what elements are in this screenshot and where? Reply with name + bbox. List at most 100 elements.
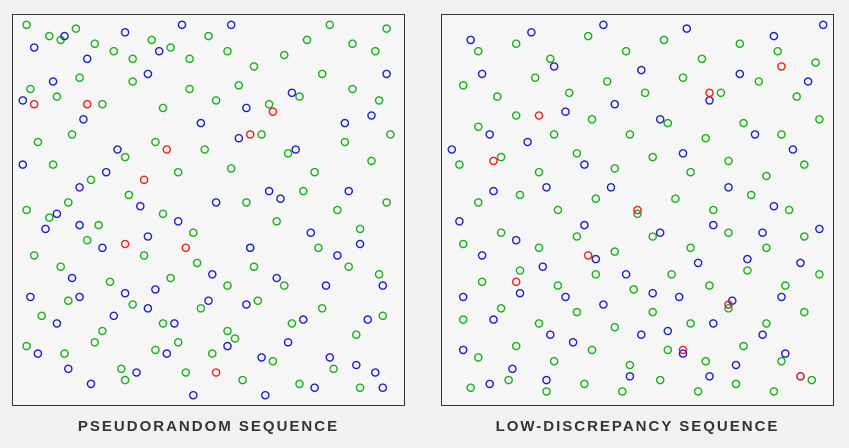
low-discrepancy-point — [636, 330, 646, 340]
pseudorandom-point — [234, 133, 244, 143]
pseudorandom-point — [128, 54, 137, 64]
low-discrepancy-point — [489, 186, 498, 196]
low-discrepancy-point — [602, 77, 612, 86]
pseudorandom-point — [226, 164, 236, 173]
low-discrepancy-point — [477, 277, 487, 287]
low-discrepancy-point — [693, 258, 703, 268]
pseudorandom-point — [378, 311, 388, 321]
pseudorandom-point — [351, 360, 361, 370]
low-discrepancy-point — [724, 156, 733, 166]
low-discrepancy-point — [466, 35, 476, 45]
low-discrepancy-point — [629, 285, 638, 294]
pseudorandom-point — [374, 269, 384, 279]
low-discrepancy-point — [799, 232, 809, 241]
low-discrepancy-point — [701, 133, 711, 143]
low-discrepancy-point — [527, 27, 536, 37]
pseudorandom-point — [260, 390, 270, 400]
low-discrepancy-point — [572, 148, 582, 158]
low-discrepancy-point — [769, 201, 779, 211]
low-discrepancy-point — [493, 92, 502, 101]
pseudorandom-point — [378, 383, 388, 393]
pseudorandom-point — [151, 137, 160, 147]
pseudorandom-point — [173, 216, 183, 226]
low-discrepancy-point — [780, 281, 790, 290]
low-discrepancy-point — [708, 205, 718, 215]
pseudorandom-point — [238, 375, 247, 385]
pseudorandom-point — [310, 167, 319, 177]
low-discrepancy-point — [758, 330, 767, 340]
pseudorandom-point — [29, 99, 39, 109]
low-discrepancy-point — [546, 330, 555, 340]
low-discrepancy-point — [724, 182, 733, 192]
pseudorandom-point — [314, 243, 323, 253]
pseudorandom-point — [234, 81, 244, 90]
pseudorandom-point — [48, 160, 58, 169]
low-discrepancy-point — [762, 171, 771, 181]
pseudorandom-point — [329, 364, 338, 374]
pseudorandom-point — [143, 69, 153, 79]
pseudorandom-point — [344, 262, 354, 271]
low-discrepancy-point — [731, 379, 741, 389]
pseudorandom-point — [128, 300, 137, 309]
low-discrepancy-point — [610, 99, 620, 109]
low-discrepancy-point — [599, 300, 608, 309]
low-discrepancy-point — [458, 239, 468, 249]
pseudorandom-point — [386, 130, 395, 139]
pseudorandom-point — [132, 368, 141, 377]
low-discrepancy-point — [474, 46, 483, 56]
pseudorandom-point — [22, 341, 31, 351]
low-discrepancy-point — [553, 205, 563, 215]
pseudorandom-point — [18, 160, 28, 169]
low-discrepancy-point — [739, 118, 748, 128]
low-discrepancy-point — [477, 69, 487, 79]
pseudorandom-point — [82, 235, 92, 245]
low-discrepancy-point — [561, 107, 570, 116]
pseudorandom-point — [226, 20, 236, 30]
low-discrepancy-point — [617, 387, 627, 396]
pseudorandom-point — [242, 300, 251, 309]
low-discrepancy-point — [534, 243, 544, 253]
low-discrepancy-point — [693, 387, 703, 396]
pseudorandom-point — [90, 337, 100, 347]
low-discrepancy-point — [580, 160, 589, 169]
low-discrepancy-point — [663, 326, 673, 336]
low-discrepancy-point — [705, 88, 714, 98]
low-discrepancy-point — [701, 356, 711, 366]
low-discrepancy-point — [466, 383, 476, 393]
low-discrepancy-scatter — [447, 20, 828, 396]
low-discrepancy-point — [477, 251, 487, 260]
pseudorandom-point — [173, 337, 183, 347]
pseudorandom-point — [306, 228, 316, 237]
pseudorandom-point — [181, 368, 191, 377]
pseudorandom-point — [139, 175, 149, 185]
pseudorandom-point — [105, 277, 115, 287]
pseudorandom-point — [86, 175, 96, 185]
pseudorandom-point — [253, 296, 263, 306]
pseudorandom-point — [374, 96, 384, 105]
pseudorandom-point — [120, 288, 130, 298]
pseudorandom-point — [291, 145, 301, 154]
low-discrepancy-point — [489, 156, 498, 166]
low-discrepancy-point — [655, 375, 665, 385]
pseudorandom-point — [310, 383, 319, 393]
pseudorandom-point — [204, 31, 213, 41]
low-discrepancy-point — [803, 77, 813, 86]
pseudorandom-point — [143, 232, 153, 241]
pseudorandom-point — [378, 281, 388, 290]
pseudorandom-point — [52, 92, 62, 101]
low-discrepancy-point — [724, 228, 733, 237]
pseudorandom-point — [242, 198, 251, 207]
low-discrepancy-point — [716, 88, 726, 98]
pseudorandom-point — [22, 205, 31, 215]
pseudorandom-point — [86, 379, 96, 389]
pseudorandom-caption: PSEUDORANDOM SEQUENCE — [77, 418, 340, 435]
low-discrepancy-point — [697, 54, 707, 64]
low-discrepancy-point — [796, 371, 805, 381]
pseudorandom-point — [154, 46, 164, 56]
low-discrepancy-point — [496, 228, 506, 237]
pseudorandom-point — [298, 186, 308, 196]
pseudorandom-point — [151, 345, 160, 355]
pseudorandom-point — [264, 186, 274, 196]
pseudorandom-point — [367, 111, 376, 120]
pseudorandom-point — [249, 262, 259, 271]
